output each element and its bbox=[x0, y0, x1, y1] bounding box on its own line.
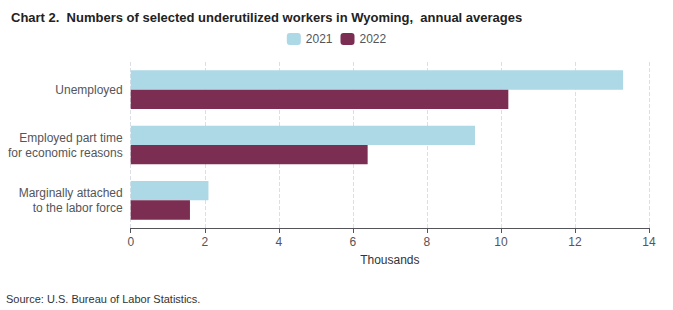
svg-text:14: 14 bbox=[642, 235, 656, 249]
svg-text:Chart 2. Numbers of selected: Chart 2. Numbers of selected underutiliz… bbox=[11, 10, 522, 25]
svg-text:to the labor force: to the labor force bbox=[33, 201, 123, 215]
svg-text:Employed part time: Employed part time bbox=[19, 131, 123, 145]
svg-text:10: 10 bbox=[494, 235, 508, 249]
svg-text:Source: U.S. Bureau of Labor S: Source: U.S. Bureau of Labor Statistics. bbox=[6, 293, 200, 305]
svg-text:12: 12 bbox=[568, 235, 582, 249]
svg-text:Thousands: Thousands bbox=[360, 253, 419, 267]
svg-text:for economic reasons: for economic reasons bbox=[8, 146, 123, 160]
svg-text:2022: 2022 bbox=[360, 32, 387, 46]
svg-text:6: 6 bbox=[349, 235, 356, 249]
svg-text:2021: 2021 bbox=[306, 32, 333, 46]
svg-text:Marginally attached: Marginally attached bbox=[19, 186, 123, 200]
svg-text:0: 0 bbox=[127, 235, 134, 249]
svg-text:2: 2 bbox=[201, 235, 208, 249]
svg-text:4: 4 bbox=[275, 235, 282, 249]
svg-text:8: 8 bbox=[424, 235, 431, 249]
svg-text:Unemployed: Unemployed bbox=[55, 83, 122, 97]
